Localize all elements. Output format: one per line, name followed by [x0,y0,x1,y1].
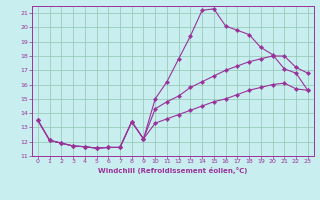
X-axis label: Windchill (Refroidissement éolien,°C): Windchill (Refroidissement éolien,°C) [98,167,247,174]
